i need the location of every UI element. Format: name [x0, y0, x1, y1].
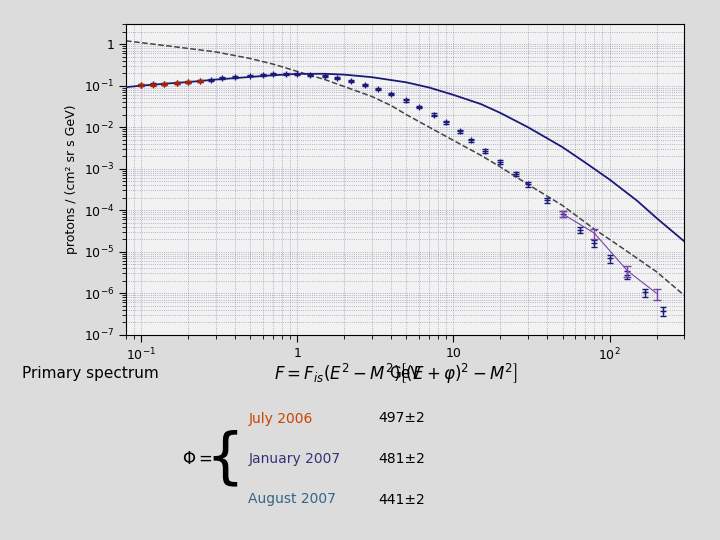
X-axis label: GeV: GeV: [389, 366, 421, 381]
Text: July 2006: July 2006: [248, 411, 312, 426]
Text: 481±2: 481±2: [378, 452, 425, 466]
Text: $F = F_{is}\left(E^2 - M^2\right)\left[(E+\varphi)^2 - M^2\right]$: $F = F_{is}\left(E^2 - M^2\right)\left[(…: [274, 362, 518, 386]
Text: 497±2: 497±2: [378, 411, 425, 426]
Text: 441±2: 441±2: [378, 492, 425, 507]
Y-axis label: protons / (cm² sr s GeV): protons / (cm² sr s GeV): [66, 105, 78, 254]
Text: $\Phi =$: $\Phi =$: [182, 450, 212, 468]
Text: August 2007: August 2007: [248, 492, 336, 507]
Text: January 2007: January 2007: [248, 452, 341, 466]
Text: Primary spectrum: Primary spectrum: [22, 367, 158, 381]
Text: $\{$: $\{$: [205, 429, 238, 489]
